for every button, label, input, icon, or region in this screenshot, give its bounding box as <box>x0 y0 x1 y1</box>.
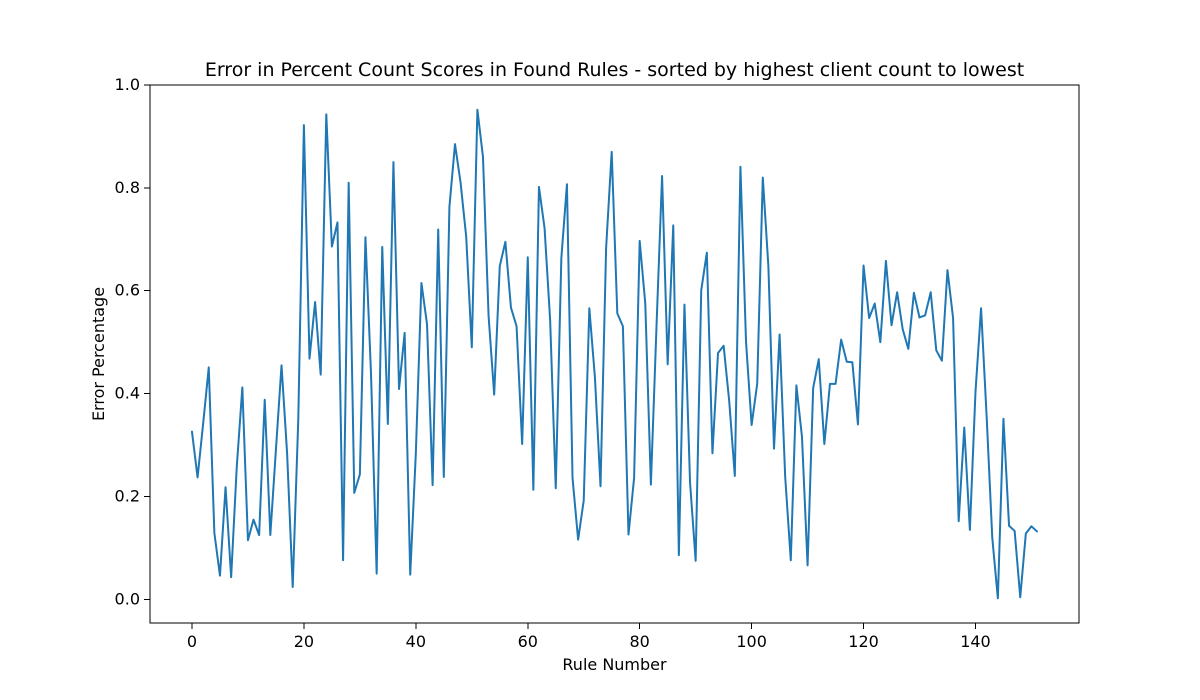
x-tick-label: 140 <box>960 632 991 651</box>
y-tick-label: 1.0 <box>115 75 140 94</box>
y-tick-label: 0.8 <box>115 178 140 197</box>
chart-title: Error in Percent Count Scores in Found R… <box>205 59 1024 81</box>
x-tick-label: 0 <box>187 632 197 651</box>
y-tick-label: 0.2 <box>115 486 140 505</box>
x-tick-label: 120 <box>848 632 879 651</box>
y-tick-label: 0.6 <box>115 281 140 300</box>
x-tick-label: 40 <box>406 632 426 651</box>
plot-area: 0 20 40 60 80 100 120 140 0.0 0.2 0.4 0.6 0.8 1.0 <box>115 75 1080 651</box>
series-line <box>190 108 1039 600</box>
x-tick-label: 80 <box>630 632 650 651</box>
x-axis-label: Rule Number <box>562 655 667 674</box>
x-tick-label: 20 <box>294 632 314 651</box>
x-tick-label: 100 <box>736 632 767 651</box>
y-axis-label: Error Percentage <box>89 287 108 421</box>
plot-frame <box>149 84 1080 624</box>
y-tick-label: 0.0 <box>115 589 140 608</box>
y-tick-label: 0.4 <box>115 384 140 403</box>
x-tick-label: 60 <box>518 632 538 651</box>
